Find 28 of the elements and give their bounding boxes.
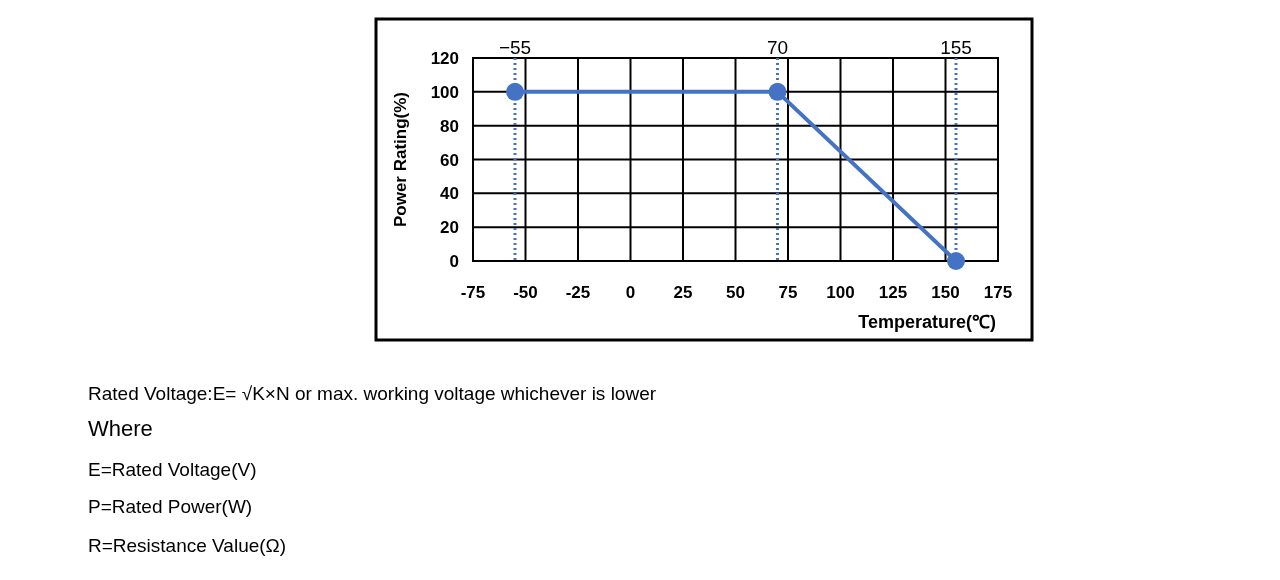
text: R=Resistance Value(Ω) bbox=[88, 535, 287, 556]
x-tick-label: 125 bbox=[878, 283, 908, 302]
x-tick-label: 50 bbox=[726, 283, 745, 302]
y-tick-label: 60 bbox=[440, 150, 459, 170]
y-axis-title: Power Rating(%) bbox=[391, 91, 410, 228]
x-tick-label: 25 bbox=[673, 283, 693, 302]
x-axis-title: Temperature(℃) bbox=[858, 312, 996, 332]
ref-line-label: −55 bbox=[498, 37, 532, 58]
y-tick-label: 20 bbox=[440, 218, 459, 238]
x-tick-label: -75 bbox=[460, 283, 486, 302]
x-tick-label: 175 bbox=[983, 283, 1013, 302]
y-tick-label: 80 bbox=[440, 116, 459, 136]
text: Where bbox=[88, 416, 153, 441]
x-tick-label: 100 bbox=[826, 283, 855, 302]
ref-line-label: 70 bbox=[766, 37, 789, 58]
x-tick-label: 75 bbox=[778, 283, 798, 302]
y-tick-label: 0 bbox=[449, 252, 459, 271]
x-tick-label: -50 bbox=[513, 283, 538, 302]
y-tick-label: 40 bbox=[440, 184, 459, 204]
x-tick-label: -25 bbox=[565, 283, 591, 302]
y-tick-label: 120 bbox=[430, 49, 459, 68]
ref-line-label: 155 bbox=[940, 37, 972, 58]
x-tick-label: 0 bbox=[625, 283, 636, 302]
text: E=Rated Voltage(V) bbox=[88, 459, 257, 480]
y-tick-label: 100 bbox=[430, 82, 459, 102]
x-tick-label: 150 bbox=[931, 283, 960, 302]
text: Rated Voltage:E= √K×N or max. working voltage whichever is lower bbox=[88, 383, 657, 404]
text: P=Rated Power(W) bbox=[88, 496, 253, 517]
